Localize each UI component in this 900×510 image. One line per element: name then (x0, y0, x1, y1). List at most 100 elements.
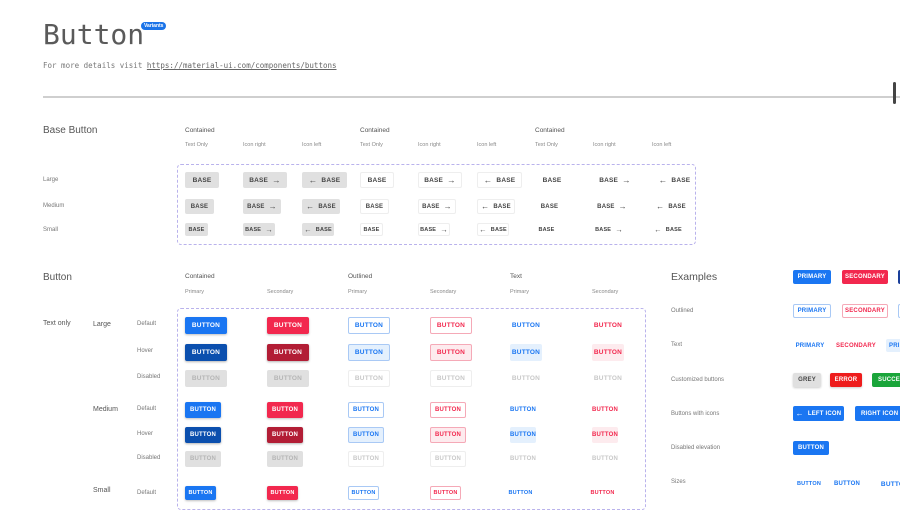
button-outlined-secondary[interactable]: BUTTON (430, 427, 466, 443)
grey-button[interactable]: GREY (793, 373, 821, 387)
base-button-icon-right[interactable]: BASE → (418, 223, 450, 236)
button-outlined-secondary[interactable]: BUTTON (430, 402, 466, 418)
button-contained-secondary[interactable]: BUTTON (267, 370, 309, 387)
base-button-text-only[interactable]: BASE (540, 203, 559, 210)
example-text-primary[interactable]: PRIMARY (795, 342, 825, 349)
success-button[interactable]: SUCCESS (872, 373, 900, 387)
button-text-primary[interactable]: BUTTON (510, 427, 536, 443)
button-contained-secondary[interactable]: BUTTON (267, 317, 309, 334)
button-outlined-primary[interactable]: BUTTON (348, 427, 384, 443)
button-label: BASE (595, 226, 612, 233)
base-button-icon-right[interactable]: BASE → (243, 172, 287, 188)
example-dark-button[interactable] (898, 270, 900, 284)
button-text-primary[interactable]: BUTTON (511, 375, 541, 382)
button-outlined-secondary[interactable]: BUTTON (430, 344, 472, 361)
button-outlined-primary[interactable]: BUTTON (348, 402, 384, 418)
base-button-icon-left[interactable]: ← BASE (302, 223, 334, 236)
base-button-icon-right[interactable]: BASE → (593, 199, 631, 214)
button-text-primary[interactable]: BUTTON (509, 407, 537, 413)
button-contained-primary[interactable]: BUTTON (185, 370, 227, 387)
button-label: BASE (665, 226, 682, 233)
base-button-text-only[interactable]: BASE (185, 199, 214, 214)
button-text-secondary[interactable]: BUTTON (593, 375, 623, 382)
button-text-secondary[interactable]: BUTTON (590, 490, 615, 496)
button-contained-primary[interactable]: BUTTON (185, 317, 227, 334)
button-text-secondary[interactable]: BUTTON (592, 427, 618, 443)
example-row-label: Text (671, 342, 683, 348)
button-outlined-primary[interactable]: BUTTON (348, 317, 390, 334)
button-outlined-secondary[interactable]: BUTTON (430, 370, 472, 387)
base-button-text-only[interactable]: BASE (185, 172, 219, 188)
base-button-icon-left[interactable]: ← BASE (477, 199, 515, 214)
button-contained-secondary[interactable]: BUTTON (267, 344, 309, 361)
example-outlined-primary[interactable]: PRIMARY (793, 304, 831, 318)
example-outlined-extra[interactable] (898, 304, 900, 318)
base-button-icon-left[interactable]: ← BASE (477, 223, 509, 236)
button-contained-primary[interactable]: BUTTON (185, 486, 216, 500)
button-contained-secondary[interactable]: BUTTON (267, 402, 303, 418)
example-secondary-button[interactable]: SECONDARY (842, 270, 888, 284)
base-button-text-only[interactable]: BASE (360, 199, 389, 214)
base-button-text-only[interactable]: BASE (538, 226, 555, 233)
base-button-title: Base Button (43, 125, 98, 136)
button-contained-primary[interactable]: BUTTON (185, 451, 221, 467)
example-text-secondary[interactable]: SECONDARY (836, 342, 876, 349)
button-label: RIGHT ICON (861, 410, 899, 417)
base-button-icon-right[interactable]: BASE → (243, 223, 275, 236)
base-button-icon-left[interactable]: ← BASE (302, 172, 347, 188)
example-text-highlighted[interactable]: PRI (886, 339, 900, 352)
example-row-label: Customized buttons (671, 377, 725, 383)
button-frame (177, 308, 646, 510)
button-contained-primary[interactable]: BUTTON (185, 427, 221, 443)
button-contained-secondary[interactable]: BUTTON (267, 451, 303, 467)
button-text-primary[interactable]: BUTTON (509, 456, 537, 462)
left-icon-button[interactable]: ← LEFT ICON (793, 406, 844, 421)
base-button-text-only[interactable]: BASE (360, 172, 394, 188)
base-button-text-only[interactable]: BASE (185, 223, 208, 236)
base-button-icon-right[interactable]: BASE → (418, 199, 456, 214)
button-contained-primary[interactable]: BUTTON (185, 402, 221, 418)
error-button[interactable]: ERROR (830, 373, 862, 387)
button-contained-primary[interactable]: BUTTON (185, 344, 227, 361)
button-text-secondary[interactable]: BUTTON (593, 322, 623, 329)
size-example-button[interactable]: BUTTON (833, 481, 861, 487)
button-label: BASE (318, 203, 336, 210)
base-button-icon-left[interactable]: ← BASE (302, 199, 340, 214)
button-text-primary[interactable]: BUTTON (510, 344, 542, 361)
button-text-secondary[interactable]: BUTTON (591, 456, 619, 462)
button-outlined-secondary[interactable]: BUTTON (430, 486, 461, 500)
base-button-icon-left[interactable]: ← BASE (652, 199, 690, 214)
right-icon-button[interactable]: RIGHT ICON→ (855, 406, 900, 421)
button-text-secondary[interactable]: BUTTON (591, 407, 619, 413)
button-outlined-primary[interactable]: BUTTON (348, 486, 379, 500)
button-contained-secondary[interactable]: BUTTON (267, 427, 303, 443)
button-outlined-secondary[interactable]: BUTTON (430, 317, 472, 334)
scrollbar-handle[interactable] (893, 82, 896, 104)
base-button-icon-right[interactable]: BASE → (593, 223, 625, 236)
base-button-icon-left[interactable]: ← BASE (652, 172, 697, 188)
base-button-text-only[interactable]: BASE (360, 223, 383, 236)
button-text-secondary[interactable]: BUTTON (592, 344, 624, 361)
base-button-icon-right[interactable]: BASE → (593, 172, 637, 188)
arrow-right-icon: → (265, 225, 273, 234)
base-button-icon-right[interactable]: BASE → (418, 172, 462, 188)
button-contained-secondary[interactable]: BUTTON (267, 486, 298, 500)
base-button-icon-right[interactable]: BASE → (243, 199, 281, 214)
docs-link[interactable]: https://material-ui.com/components/butto… (146, 61, 337, 70)
example-outlined-secondary[interactable]: SECONDARY (842, 304, 888, 318)
example-primary-button[interactable]: PRIMARY (793, 270, 831, 284)
button-outlined-primary[interactable]: BUTTON (348, 344, 390, 361)
size-label: Small (93, 487, 111, 494)
size-example-button[interactable]: BUTTON (797, 481, 822, 487)
button-outlined-secondary[interactable]: BUTTON (430, 451, 466, 467)
base-button-text-only[interactable]: BASE (542, 176, 562, 184)
button-outlined-primary[interactable]: BUTTON (348, 451, 384, 467)
base-button-icon-left[interactable]: ← BASE (652, 223, 684, 236)
button-text-primary[interactable]: BUTTON (508, 490, 533, 496)
button-label: BASE (671, 176, 691, 184)
base-button-icon-left[interactable]: ← BASE (477, 172, 522, 188)
button-text-primary[interactable]: BUTTON (511, 322, 541, 329)
button-outlined-primary[interactable]: BUTTON (348, 370, 390, 387)
disabled-elevation-button[interactable]: BUTTON (793, 441, 829, 455)
size-example-button[interactable]: BUTTON (880, 480, 900, 488)
